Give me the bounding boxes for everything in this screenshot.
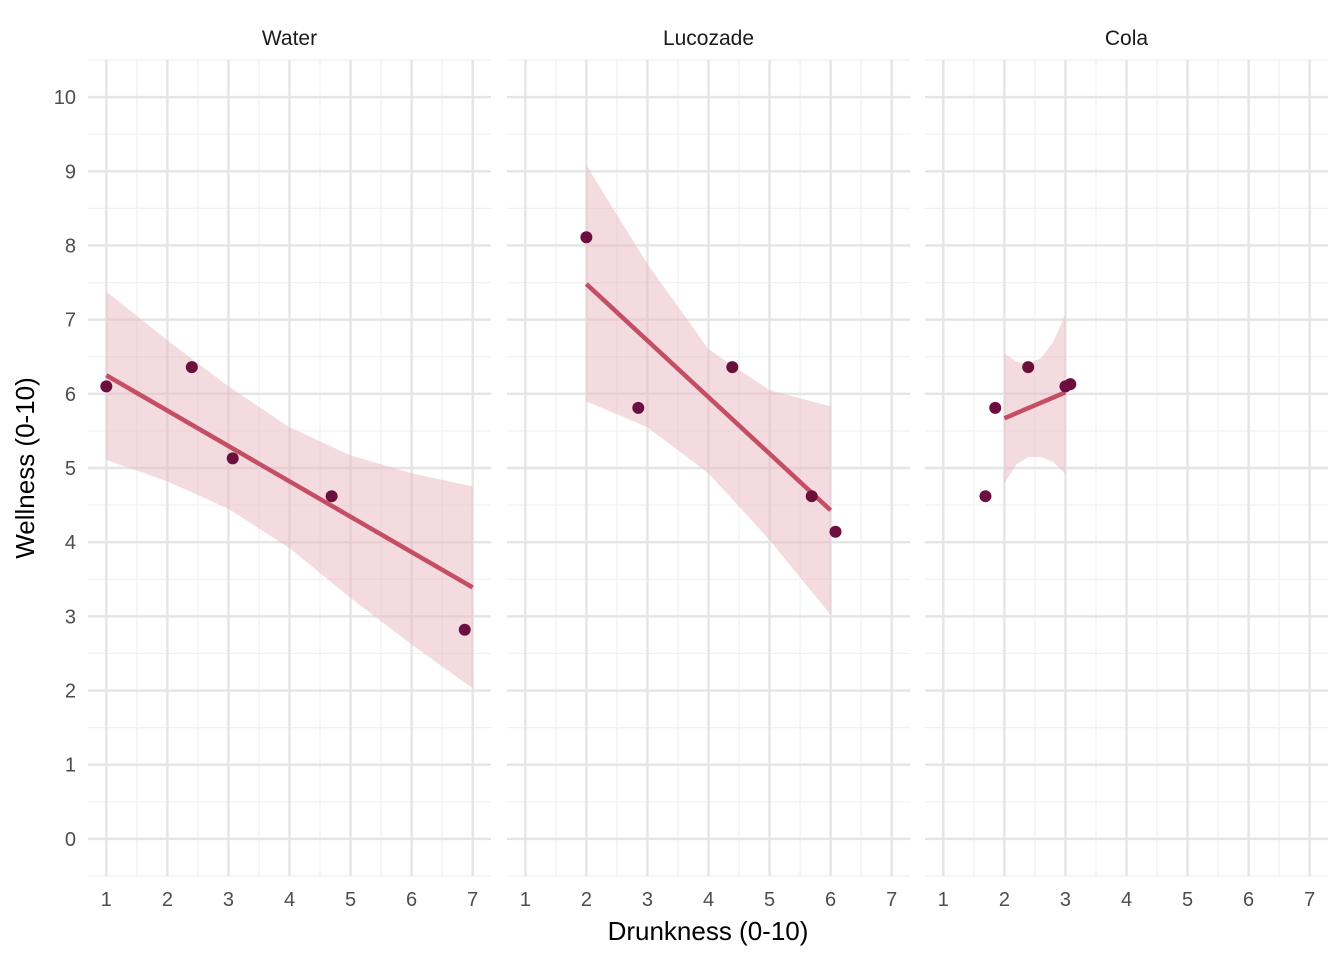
data-point bbox=[632, 401, 645, 414]
x-tick-label: 7 bbox=[467, 889, 478, 911]
x-tick-label: 2 bbox=[581, 889, 592, 911]
y-tick-label: 8 bbox=[65, 235, 76, 257]
data-point bbox=[1064, 378, 1077, 391]
y-tick-label: 7 bbox=[65, 310, 76, 332]
y-tick-label: 4 bbox=[65, 532, 76, 554]
data-point bbox=[989, 401, 1002, 414]
x-tick-label: 4 bbox=[1121, 889, 1132, 911]
facet-panels: Water 1 2 3 4 5 6 7 Lucozade 1 2 3 4 5 6 7 Cola 1 2 3 4 5 6 7 bbox=[88, 27, 1328, 911]
data-point bbox=[226, 452, 239, 465]
data-point bbox=[829, 525, 842, 538]
x-tick-label: 3 bbox=[1060, 889, 1071, 911]
data-point bbox=[458, 623, 471, 636]
confidence-band bbox=[106, 291, 473, 689]
facet-cola: Cola 1 2 3 4 5 6 7 bbox=[925, 27, 1328, 911]
x-tick-label: 3 bbox=[642, 889, 653, 911]
data-point bbox=[325, 490, 338, 503]
data-point bbox=[100, 380, 113, 393]
y-axis: 0 1 2 3 4 5 6 7 8 9 10 bbox=[54, 87, 76, 851]
data-point bbox=[185, 361, 198, 374]
data-point bbox=[726, 361, 739, 374]
x-tick-label: 6 bbox=[1243, 889, 1254, 911]
y-tick-label: 0 bbox=[65, 829, 76, 851]
x-tick-label: 5 bbox=[345, 889, 356, 911]
x-tick-label: 7 bbox=[886, 889, 897, 911]
x-tick-label: 2 bbox=[162, 889, 173, 911]
x-tick-label: 4 bbox=[703, 889, 714, 911]
regression-line bbox=[105, 373, 474, 590]
y-tick-label: 10 bbox=[54, 87, 76, 109]
data-point bbox=[580, 231, 593, 244]
x-tick-label: 1 bbox=[101, 889, 112, 911]
x-tick-label: 7 bbox=[1304, 889, 1315, 911]
y-tick-label: 1 bbox=[65, 755, 76, 777]
regression-line bbox=[1003, 390, 1067, 421]
x-tick-label: 6 bbox=[825, 889, 836, 911]
data-point bbox=[1022, 361, 1035, 374]
data-point bbox=[979, 490, 992, 503]
x-tick-label: 4 bbox=[284, 889, 295, 911]
y-tick-label: 6 bbox=[65, 384, 76, 406]
facet-lucozade: Lucozade 1 2 3 4 5 6 7 bbox=[507, 27, 910, 911]
confidence-band bbox=[586, 165, 831, 615]
x-axis-title: Drunkness (0-10) bbox=[608, 916, 809, 946]
confidence-band bbox=[1004, 314, 1066, 483]
x-tick-label: 5 bbox=[764, 889, 775, 911]
regression-line bbox=[584, 282, 833, 512]
facet-title: Cola bbox=[1105, 27, 1149, 50]
x-tick-label: 6 bbox=[406, 889, 417, 911]
facet-water: Water 1 2 3 4 5 6 7 bbox=[88, 27, 491, 911]
x-tick-label: 2 bbox=[999, 889, 1010, 911]
data-point bbox=[805, 490, 818, 503]
x-tick-label: 1 bbox=[520, 889, 531, 911]
facet-title: Lucozade bbox=[663, 27, 754, 50]
facet-title: Water bbox=[262, 27, 317, 50]
y-axis-title: Wellness (0-10) bbox=[10, 377, 40, 559]
y-tick-label: 9 bbox=[65, 161, 76, 183]
y-tick-label: 2 bbox=[65, 681, 76, 703]
y-tick-label: 5 bbox=[65, 458, 76, 480]
x-tick-label: 1 bbox=[938, 889, 949, 911]
x-tick-label: 3 bbox=[223, 889, 234, 911]
y-tick-label: 3 bbox=[65, 606, 76, 628]
x-tick-label: 5 bbox=[1182, 889, 1193, 911]
